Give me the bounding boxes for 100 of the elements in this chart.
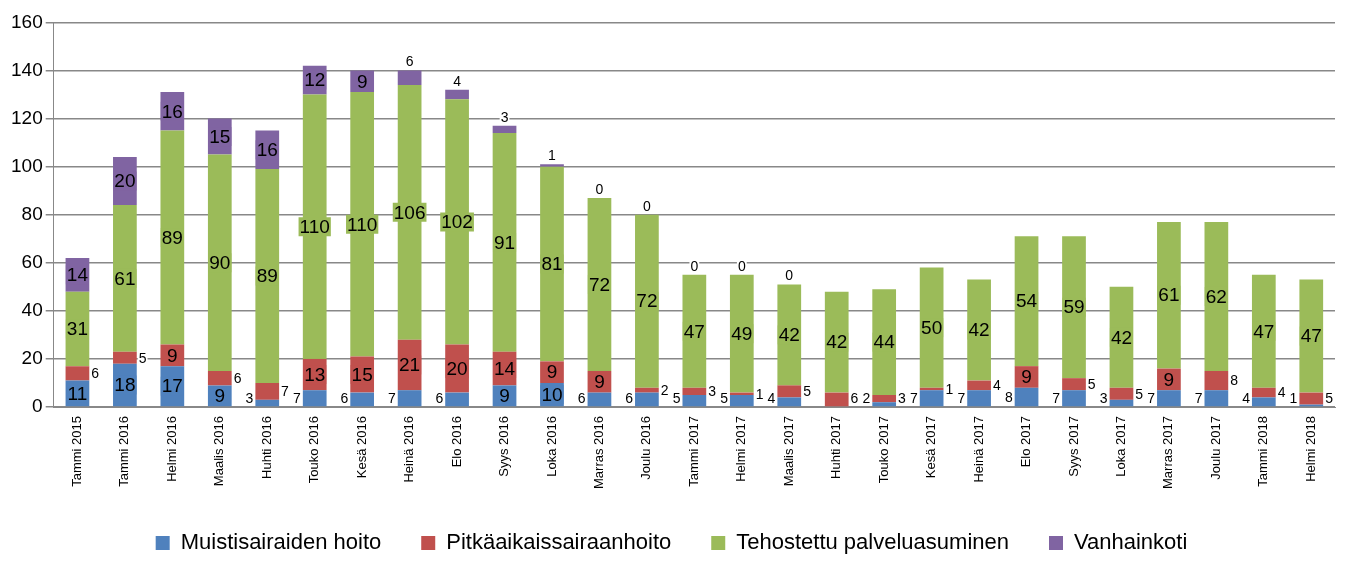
data-label: 7 bbox=[1194, 389, 1203, 406]
data-label: 12 bbox=[304, 69, 326, 91]
data-label: 3 bbox=[500, 108, 509, 125]
data-label: 4 bbox=[1242, 389, 1251, 406]
data-label: 31 bbox=[66, 318, 88, 340]
x-tick-label: Touko 2017 bbox=[875, 416, 891, 484]
data-label: 0 bbox=[737, 257, 746, 274]
data-label: 16 bbox=[256, 139, 278, 161]
data-label: 4 bbox=[1277, 384, 1286, 401]
data-label: 72 bbox=[636, 290, 658, 312]
data-label: 54 bbox=[1015, 290, 1038, 312]
data-label: 47 bbox=[1300, 325, 1322, 347]
data-label: 6 bbox=[850, 389, 859, 406]
y-tick-label: 40 bbox=[21, 299, 43, 321]
legend-label: Vanhainkoti bbox=[1073, 529, 1188, 555]
legend-label: Tehostettu palveluasuminen bbox=[736, 529, 1009, 555]
data-label: 44 bbox=[873, 331, 896, 353]
x-tick-label: Huhti 2017 bbox=[828, 416, 844, 479]
data-label: 81 bbox=[541, 253, 563, 275]
data-label: 8 bbox=[1230, 372, 1239, 389]
data-label: 14 bbox=[493, 357, 516, 379]
y-tick-label: 80 bbox=[21, 202, 43, 224]
data-label: 13 bbox=[304, 363, 326, 385]
data-label: 21 bbox=[399, 354, 421, 376]
data-label: 9 bbox=[594, 371, 605, 393]
x-tick-label: Tammi 2018 bbox=[1255, 416, 1271, 487]
data-label: 7 bbox=[1147, 389, 1156, 406]
data-label: 62 bbox=[1205, 285, 1227, 307]
x-tick-label: Helmi 2018 bbox=[1302, 416, 1318, 482]
x-tick-label: Joulu 2017 bbox=[1207, 416, 1223, 480]
data-label: 20 bbox=[114, 170, 136, 192]
data-label: 5 bbox=[720, 389, 729, 406]
data-label: 42 bbox=[778, 324, 800, 346]
data-label: 9 bbox=[167, 344, 178, 366]
data-label: 5 bbox=[672, 389, 681, 406]
data-label: 91 bbox=[493, 231, 516, 253]
data-label: 47 bbox=[683, 320, 705, 342]
data-label: 3 bbox=[708, 383, 717, 400]
data-label: 102 bbox=[441, 211, 473, 233]
data-label: 4 bbox=[992, 377, 1001, 394]
data-label: 7 bbox=[909, 389, 918, 406]
data-label: 0 bbox=[595, 180, 604, 197]
data-label: 5 bbox=[1087, 376, 1096, 393]
data-label: 11 bbox=[67, 382, 88, 404]
x-tick-label: Kesä 2016 bbox=[353, 416, 369, 479]
x-tick-label: Tammi 2017 bbox=[685, 416, 701, 487]
data-label: 9 bbox=[1163, 368, 1175, 390]
data-label: 5 bbox=[1325, 389, 1334, 406]
data-label: 47 bbox=[1253, 320, 1275, 342]
y-tick-label: 20 bbox=[21, 347, 43, 369]
data-label: 9 bbox=[356, 70, 368, 92]
x-tick-label: Elo 2016 bbox=[448, 416, 464, 468]
data-label: 59 bbox=[1063, 296, 1085, 318]
y-tick-label: 120 bbox=[11, 106, 43, 128]
data-label: 110 bbox=[299, 215, 330, 237]
x-tick-label: Touko 2016 bbox=[306, 416, 322, 484]
data-label: 2 bbox=[660, 382, 669, 399]
data-label: 2 bbox=[862, 389, 871, 406]
data-label: 61 bbox=[114, 267, 136, 289]
data-label: 8 bbox=[1004, 388, 1013, 405]
x-tick-label: Tammi 2016 bbox=[116, 416, 132, 487]
data-label: 0 bbox=[690, 257, 699, 274]
data-label: 7 bbox=[957, 389, 966, 406]
data-label: 9 bbox=[214, 385, 226, 407]
y-tick-label: 60 bbox=[21, 251, 43, 273]
data-label: 6 bbox=[625, 389, 634, 406]
data-label: 9 bbox=[546, 361, 558, 383]
data-label: 106 bbox=[393, 201, 426, 223]
data-label: 15 bbox=[351, 363, 373, 385]
data-label: 50 bbox=[921, 316, 943, 338]
data-label: 6 bbox=[340, 389, 349, 406]
data-label: 15 bbox=[209, 125, 231, 147]
data-label: 1 bbox=[945, 380, 954, 397]
x-tick-label: Huhti 2016 bbox=[258, 416, 274, 479]
y-tick-label: 100 bbox=[11, 154, 43, 176]
x-tick-label: Heinä 2016 bbox=[401, 416, 417, 483]
data-label: 3 bbox=[898, 389, 907, 406]
data-label: 5 bbox=[138, 349, 147, 366]
x-tick-label: Heinä 2017 bbox=[970, 416, 986, 483]
x-tick-label: Syys 2016 bbox=[496, 416, 512, 477]
x-tick-label: Joulu 2016 bbox=[638, 416, 654, 480]
data-label: 4 bbox=[453, 72, 462, 89]
data-label: 7 bbox=[293, 389, 302, 406]
data-label: 89 bbox=[256, 265, 278, 287]
data-label: 1 bbox=[1289, 389, 1298, 406]
x-tick-label: Loka 2016 bbox=[543, 416, 559, 477]
data-label: 5 bbox=[1135, 385, 1144, 402]
data-label: 18 bbox=[114, 374, 136, 396]
data-label: 0 bbox=[643, 197, 651, 214]
x-tick-label: Tammi 2015 bbox=[69, 416, 85, 487]
data-label: 5 bbox=[803, 383, 812, 400]
data-label: 3 bbox=[245, 389, 254, 406]
data-label: 110 bbox=[347, 213, 378, 235]
x-tick-label: Marras 2017 bbox=[1160, 416, 1176, 490]
data-label: 42 bbox=[968, 319, 990, 341]
data-label: 6 bbox=[405, 53, 414, 70]
data-label: 61 bbox=[1158, 284, 1180, 306]
data-label: 90 bbox=[209, 252, 231, 274]
x-tick-label: Maalis 2017 bbox=[780, 416, 796, 487]
data-label: 4 bbox=[767, 389, 776, 406]
